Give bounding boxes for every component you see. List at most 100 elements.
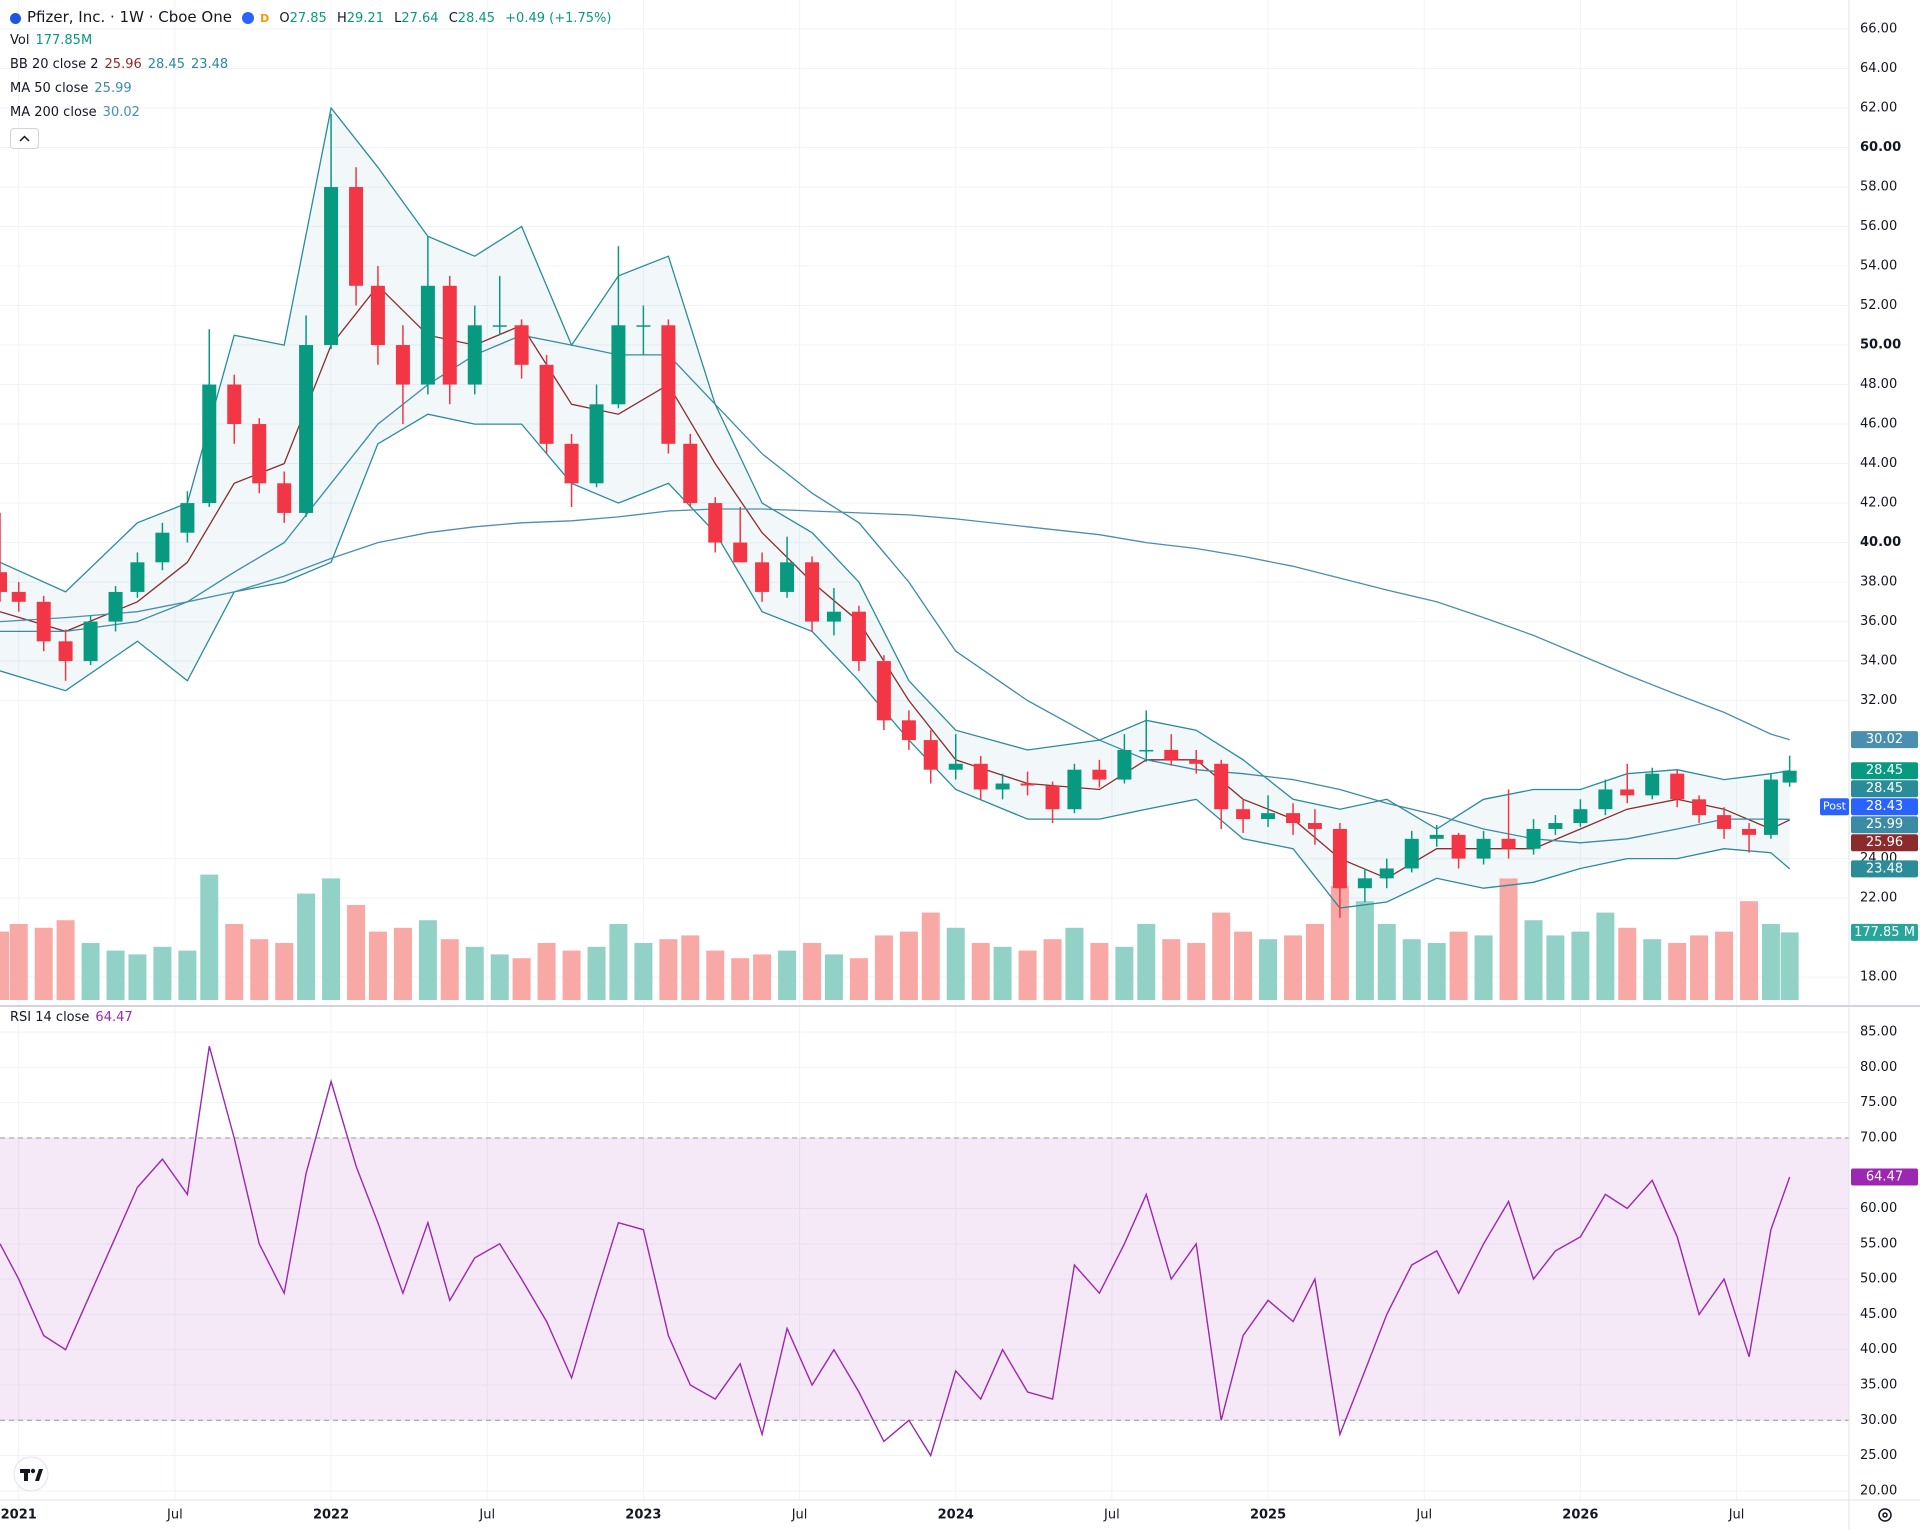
volume-bar [899, 931, 918, 1000]
volume-bar [1761, 924, 1780, 1000]
collapse-button[interactable] [10, 128, 39, 149]
candle-layer [0, 113, 1797, 918]
candle-body [1139, 749, 1154, 752]
logo-bg [13, 1456, 49, 1492]
x-tick-label: 2026 [1562, 1508, 1598, 1523]
rsi-tag-bg [1851, 1168, 1918, 1186]
volume-bar [1115, 946, 1134, 1000]
rsi-legend: RSI 14 close 64.47 [10, 1009, 139, 1027]
volume-bar [1715, 931, 1734, 1000]
legend-value: 25.96 [104, 57, 142, 72]
y-tick-label: 56.00 [1860, 219, 1897, 234]
candle-body [611, 325, 626, 405]
candle-body [11, 591, 26, 602]
gear-hub[interactable] [1882, 1512, 1888, 1518]
candle-body [492, 325, 507, 327]
y-tick-label: 40.00 [1860, 535, 1901, 550]
y-tick-label: 48.00 [1860, 377, 1897, 392]
volume-bar [1043, 939, 1062, 1000]
rsi-line [0, 1046, 1791, 1458]
chevron-path[interactable] [19, 135, 30, 142]
market-icon[interactable] [242, 12, 255, 24]
ohlc-value: 27.64 [401, 11, 439, 26]
badge[interactable]: D [260, 12, 270, 25]
volume-bar [971, 943, 990, 1000]
x-tick-label: 2021 [1, 1508, 37, 1523]
bb-fill [0, 108, 1790, 908]
volume-bar [1780, 932, 1799, 1000]
y-tick-label: 45.00 [1860, 1307, 1897, 1322]
chevron[interactable] [11, 129, 38, 148]
volume-bar [81, 943, 100, 1000]
y-tick-label: 54.00 [1860, 259, 1897, 274]
volume-bar [1524, 920, 1543, 1000]
legend-name: BB 20 close 2 [10, 57, 99, 72]
legend-name: Vol [10, 33, 30, 48]
y-tick-label: 40.00 [1860, 1342, 1897, 1357]
ma50-legend: MA 50 close 25.99 [10, 80, 138, 98]
candle-body [1164, 749, 1179, 760]
volume-bar [753, 954, 772, 1000]
volume-bar [1234, 931, 1253, 1000]
ohlc-value: 28.45 [457, 11, 496, 26]
volume-bar [440, 939, 459, 1000]
volume-bar [178, 950, 197, 1000]
candle-body [1020, 783, 1035, 786]
symbol-legend: Pfizer, Inc. · 1W · Cboe One D O27.85 H2… [10, 8, 617, 28]
candle-body [1286, 813, 1301, 824]
ohlc-key: O [279, 11, 290, 26]
y-tick-label: 70.00 [1860, 1130, 1897, 1145]
candle-body [83, 621, 98, 662]
candle-body [1548, 823, 1563, 829]
candle-body [1214, 763, 1229, 810]
rsi-tag: 64.47 [1866, 1169, 1903, 1184]
candle-body [442, 285, 457, 385]
candle-body [252, 424, 267, 484]
candle-body [514, 325, 529, 365]
ohlc-value: 27.85 [289, 11, 327, 26]
volume-bar [1065, 927, 1084, 1000]
ma200-legend: MA 200 close 30.02 [10, 104, 146, 122]
y-tick-label: 66.00 [1860, 22, 1897, 37]
candle-body [1236, 809, 1251, 820]
candle-body [180, 503, 195, 533]
x-tick-label: Jul [478, 1508, 495, 1523]
volume-bar [1284, 935, 1303, 1000]
post-label-bg [1820, 798, 1849, 816]
volume-bar [587, 946, 606, 1000]
y-tick-label: 60.00 [1860, 140, 1901, 155]
bb-upper [0, 106, 1790, 830]
candle-body [539, 364, 554, 444]
bb-lower-tag-bg [1851, 860, 1918, 878]
logo-part [24, 1469, 28, 1481]
volume-bar [0, 931, 9, 1000]
y-tick-label: 50.00 [1860, 338, 1901, 353]
volume-bar [275, 943, 294, 1000]
candle-body [108, 591, 123, 622]
candle-body [923, 740, 938, 770]
volume-bar [297, 893, 316, 1000]
candle-body [1261, 813, 1276, 820]
candle-body [0, 572, 7, 592]
volume-bar [56, 920, 75, 1000]
candle-body [1117, 749, 1132, 780]
y-tick-label: 32.00 [1860, 693, 1897, 708]
volume-bar [418, 920, 437, 1000]
change: +0.49 (+1.75%) [505, 11, 612, 26]
volume-bar [824, 954, 843, 1000]
volume-bar [368, 931, 387, 1000]
y-tick-label: 38.00 [1860, 575, 1897, 590]
candle-body [876, 661, 891, 721]
settings-icon[interactable] [1878, 1508, 1892, 1522]
gear[interactable] [1878, 1508, 1892, 1522]
candle-body [349, 187, 364, 286]
volume-tag-bg [1851, 923, 1918, 941]
legend-value: 25.99 [94, 81, 132, 96]
volume-bar [1137, 924, 1156, 1000]
candle-body [683, 443, 698, 504]
legend-value: 177.85M [35, 33, 93, 48]
y-tick-label: 55.00 [1860, 1236, 1897, 1251]
candle-body [36, 601, 51, 642]
candle-body [1045, 785, 1060, 810]
